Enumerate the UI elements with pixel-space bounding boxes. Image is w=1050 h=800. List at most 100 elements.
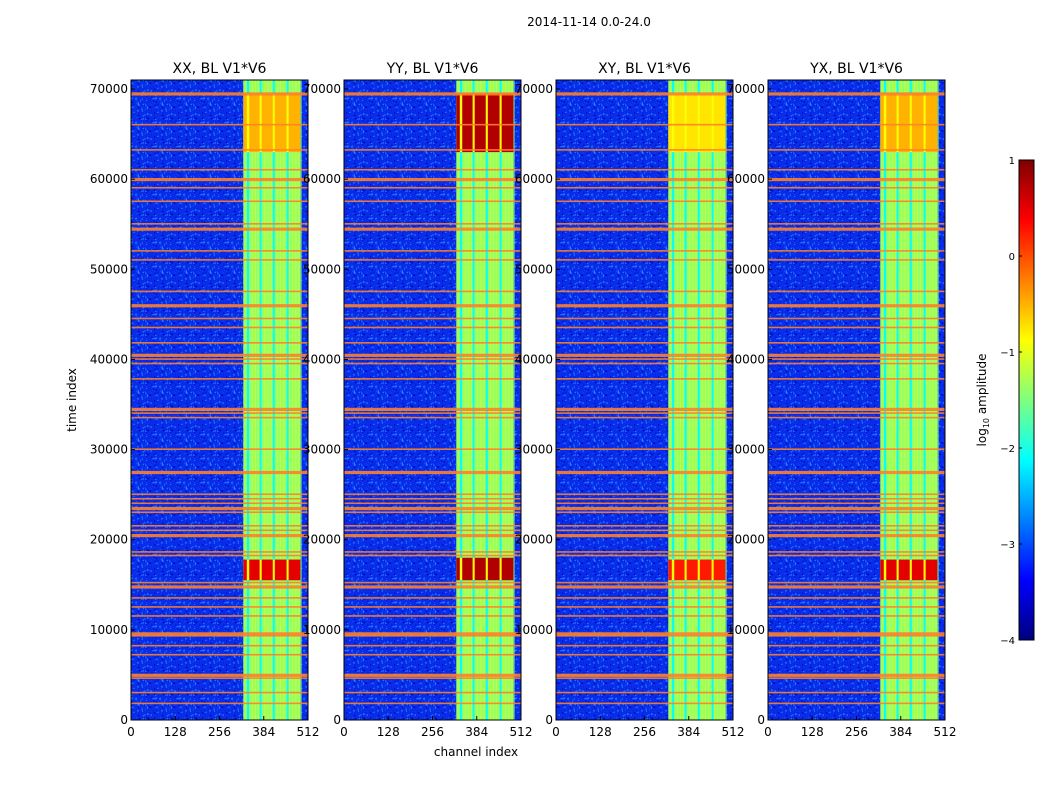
flagged-row: [768, 470, 945, 475]
saturated-segment: [880, 559, 938, 581]
band-texture: [271, 80, 274, 720]
y-tick-label: 30000: [515, 443, 553, 457]
flagged-row: [768, 186, 945, 189]
flagged-row: [556, 177, 733, 182]
flagged-row: [556, 585, 733, 589]
flagged-row: [131, 493, 308, 496]
y-tick-label: 10000: [90, 623, 128, 637]
channel-gap: [485, 80, 488, 720]
x-tick-label: 384: [889, 725, 912, 739]
flagged-row: [768, 634, 945, 637]
flagged-row: [344, 250, 521, 252]
flagged-row: [768, 177, 945, 182]
band-texture: [708, 80, 712, 720]
band-texture: [699, 80, 702, 720]
band-texture: [718, 80, 721, 720]
band-texture: [249, 80, 252, 720]
flagged-row: [344, 581, 521, 584]
flagged-row: [768, 691, 945, 694]
flagged-row: [556, 416, 733, 419]
channel-gap: [472, 80, 475, 720]
flagged-row: [344, 677, 521, 679]
y-tick-label: 70000: [303, 82, 341, 96]
y-tick-label: 60000: [515, 172, 553, 186]
band-texture: [487, 80, 490, 720]
saturated-gap: [896, 559, 899, 581]
flagged-row: [131, 326, 308, 329]
band-texture: [296, 80, 299, 720]
flagged-row: [556, 223, 733, 225]
band-texture: [902, 80, 905, 720]
flagged-row: [768, 200, 945, 203]
saturated-gap: [259, 559, 262, 581]
band-texture: [274, 80, 277, 720]
y-tick-label: 20000: [515, 533, 553, 547]
saturated-segment: [880, 93, 938, 153]
flagged-row: [131, 149, 308, 151]
flagged-row: [344, 259, 521, 261]
band-texture: [468, 80, 472, 720]
band-texture: [462, 80, 465, 720]
flagged-row: [556, 186, 733, 189]
saturated-gap: [499, 93, 502, 153]
saturated-gap: [883, 559, 887, 581]
flagged-row: [556, 615, 733, 617]
flagged-row: [344, 448, 521, 450]
band-texture: [696, 80, 699, 720]
band-texture: [265, 80, 268, 720]
flagged-row: [768, 362, 945, 365]
band-texture: [920, 80, 924, 720]
flagged-row: [131, 362, 308, 365]
flagged-row: [556, 317, 733, 320]
band-texture: [674, 80, 677, 720]
y-tick-label: 30000: [303, 443, 341, 457]
flagged-row: [131, 92, 308, 96]
flagged-row: [556, 632, 733, 636]
saturated-gap: [499, 557, 502, 581]
flagged-row: [768, 511, 945, 514]
x-tick-label: 128: [801, 725, 824, 739]
colorbar-tick-label: 1: [1009, 156, 1015, 167]
flagged-row: [344, 653, 521, 656]
flagged-row: [556, 407, 733, 412]
x-tick-label: 512: [934, 725, 957, 739]
flagged-row: [344, 673, 521, 677]
flagged-row: [768, 407, 945, 412]
flagged-row: [556, 653, 733, 656]
flagged-row: [344, 416, 521, 419]
flagged-row: [344, 470, 521, 475]
flagged-row: [131, 524, 308, 527]
flagged-row: [768, 342, 945, 344]
band-texture: [506, 80, 509, 720]
flagged-row: [768, 524, 945, 527]
flagged-row: [344, 177, 521, 182]
flagged-row: [556, 493, 733, 496]
flagged-row: [556, 326, 733, 329]
flagged-row: [344, 615, 521, 617]
flagged-row: [768, 554, 945, 557]
saturated-gap: [909, 93, 912, 153]
x-axis-label: channel index: [434, 745, 518, 759]
flagged-row: [768, 581, 945, 584]
channel-gap: [684, 80, 687, 720]
channel-gap: [671, 80, 675, 720]
flagged-row: [768, 378, 945, 380]
flagged-row: [131, 585, 308, 589]
band-texture: [721, 80, 724, 720]
flagged-row: [131, 506, 308, 511]
band-texture: [911, 80, 914, 720]
x-tick-label: 256: [421, 725, 444, 739]
flagged-row: [131, 448, 308, 450]
flagged-row: [131, 677, 308, 679]
flagged-row: [131, 597, 308, 599]
flagged-row: [768, 597, 945, 599]
flagged-row: [768, 702, 945, 705]
flagged-row: [768, 223, 945, 225]
flagged-row: [344, 168, 521, 171]
panel-title: XY, BL V1*V6: [598, 61, 691, 77]
y-tick-label: 20000: [727, 533, 765, 547]
colorbar-tick-label: −2: [1000, 444, 1015, 455]
saturated-gap: [246, 93, 250, 153]
x-tick-label: 0: [340, 725, 348, 739]
x-tick-label: 256: [845, 725, 868, 739]
